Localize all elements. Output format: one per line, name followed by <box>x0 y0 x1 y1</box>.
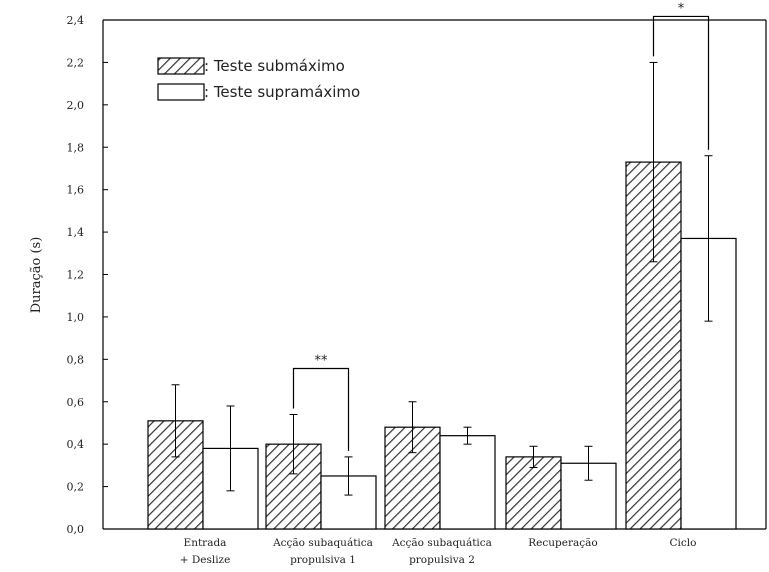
y-tick-label: 0,6 <box>67 396 85 409</box>
x-tick-label-line: Acção subaquática <box>272 537 373 549</box>
y-axis-title: Duração (s) <box>29 237 44 314</box>
legend-label: : Teste submáximo <box>204 57 345 75</box>
y-tick-label: 1,8 <box>67 141 85 154</box>
legend-label: : Teste supramáximo <box>204 83 360 101</box>
x-tick-label: Acção subaquática propulsiva 1 <box>272 537 373 566</box>
x-tick-label-line: Acção subaquática <box>391 537 492 549</box>
y-tick-label: 2,2 <box>67 56 85 69</box>
bar-submaximo <box>147 420 204 530</box>
significance-bracket <box>292 367 350 451</box>
legend-swatch <box>157 83 205 101</box>
x-tick-label-line: + Deslize <box>180 554 231 566</box>
bar-supramaximo <box>439 435 496 530</box>
x-tick-label: Recuperação <box>528 537 597 549</box>
bar-submaximo <box>505 456 562 530</box>
y-tick-label: 2,0 <box>67 99 85 112</box>
legend-swatch <box>157 57 205 75</box>
chart-legend: : Teste submáximo : Teste supramáximo <box>157 57 360 101</box>
y-tick-label: 2,4 <box>67 14 85 27</box>
significance-label: ** <box>315 353 329 368</box>
x-tick-label-line: propulsiva 1 <box>290 554 356 566</box>
x-tick-label: Ciclo <box>670 537 697 549</box>
significance-bracket <box>652 15 710 150</box>
y-tick-label: 0,8 <box>67 353 85 366</box>
y-tick-label: 1,0 <box>67 311 85 324</box>
x-tick-label-line: Recuperação <box>528 537 597 549</box>
chart-axes: 0,0 0,2 0,4 0,6 0,8 1,0 1,2 1,4 1,6 1,8 2,0 2,2 2,4 E… <box>67 14 767 566</box>
chart-bars <box>147 161 737 530</box>
x-tick-label-line: Ciclo <box>670 537 697 549</box>
chart-error-bars <box>171 61 713 496</box>
y-tick-label: 1,4 <box>67 226 85 239</box>
x-tick-label-line: propulsiva 2 <box>409 554 475 566</box>
y-tick-label: 0,4 <box>67 438 85 451</box>
chart-significance: *** <box>292 1 710 451</box>
y-tick-label: 0,0 <box>67 523 85 536</box>
y-tick-label: 1,2 <box>67 269 85 282</box>
y-tick-label: 1,6 <box>67 184 85 197</box>
x-tick-label: Acção subaquática propulsiva 2 <box>391 537 492 566</box>
x-tick-label: Entrada + Deslize <box>180 537 231 566</box>
y-tick-label: 0,2 <box>67 481 85 494</box>
x-tick-label-line: Entrada <box>184 537 227 549</box>
significance-label: * <box>678 1 685 16</box>
